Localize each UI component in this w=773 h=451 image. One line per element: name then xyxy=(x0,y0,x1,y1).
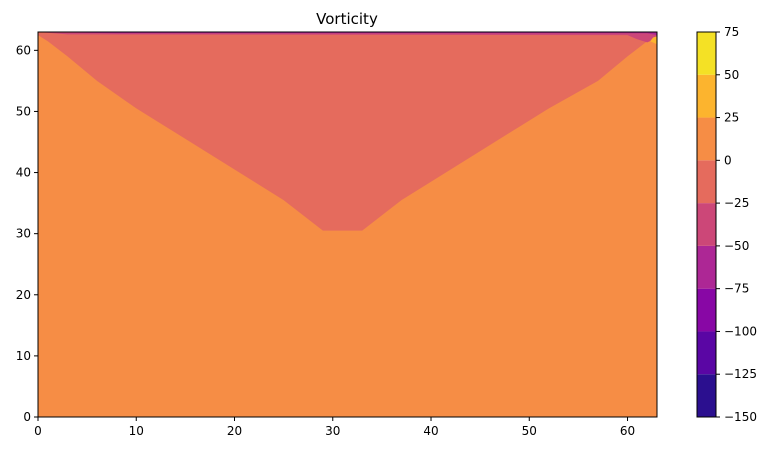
colorbar-tick-label: 50 xyxy=(724,68,739,82)
plot-frame xyxy=(37,31,658,418)
contour-region-1 xyxy=(38,32,657,231)
x-tick-label: 10 xyxy=(129,424,144,438)
y-tick-label: 30 xyxy=(16,227,31,241)
contour-region-3 xyxy=(38,32,657,36)
colorbar-frame xyxy=(696,31,717,418)
y-tick-label: 60 xyxy=(16,43,31,57)
colorbar-tick-label: −150 xyxy=(724,410,757,424)
colorbar-tick-label: 75 xyxy=(724,25,739,39)
colorbar-segment xyxy=(697,32,716,75)
x-tick-label: 50 xyxy=(522,424,537,438)
colorbar-segment xyxy=(697,117,716,161)
contour-region-4 xyxy=(650,36,657,45)
colorbar-tick-label: 0 xyxy=(724,153,732,167)
colorbar xyxy=(697,32,716,417)
y-tick-label: 40 xyxy=(16,166,31,180)
contour-region-2 xyxy=(38,32,657,43)
colorbar-segment xyxy=(697,288,716,332)
colorbar-axis: −150 −125 −100 −75 −50 −25 0 25 50 75 xyxy=(716,25,757,424)
colorbar-tick-label: 25 xyxy=(724,111,739,125)
colorbar-segment xyxy=(697,160,716,204)
y-tick-label: 50 xyxy=(16,104,31,118)
chart-title: Vorticity xyxy=(316,10,378,28)
y-axis: 0 10 20 30 40 50 60 xyxy=(16,43,38,424)
x-tick-label: 0 xyxy=(34,424,42,438)
colorbar-segment xyxy=(697,245,716,289)
x-tick-label: 60 xyxy=(620,424,635,438)
colorbar-segment xyxy=(697,331,716,375)
colorbar-tick-label: −25 xyxy=(724,196,749,210)
colorbar-tick-label: −75 xyxy=(724,282,749,296)
x-tick-label: 20 xyxy=(227,424,242,438)
colorbar-tick-label: −100 xyxy=(724,324,757,338)
y-tick-label: 20 xyxy=(16,288,31,302)
colorbar-segment xyxy=(697,203,716,246)
colorbar-tick-label: −50 xyxy=(724,239,749,253)
colorbar-segment xyxy=(697,374,716,417)
y-tick-label: 10 xyxy=(16,349,31,363)
x-tick-label: 40 xyxy=(423,424,438,438)
x-axis: 0 10 20 30 40 50 60 xyxy=(34,417,635,438)
colorbar-segment xyxy=(697,74,716,118)
colorbar-tick-label: −125 xyxy=(724,367,757,381)
y-tick-label: 0 xyxy=(23,410,31,424)
x-tick-label: 30 xyxy=(325,424,340,438)
plot-area xyxy=(38,32,657,417)
